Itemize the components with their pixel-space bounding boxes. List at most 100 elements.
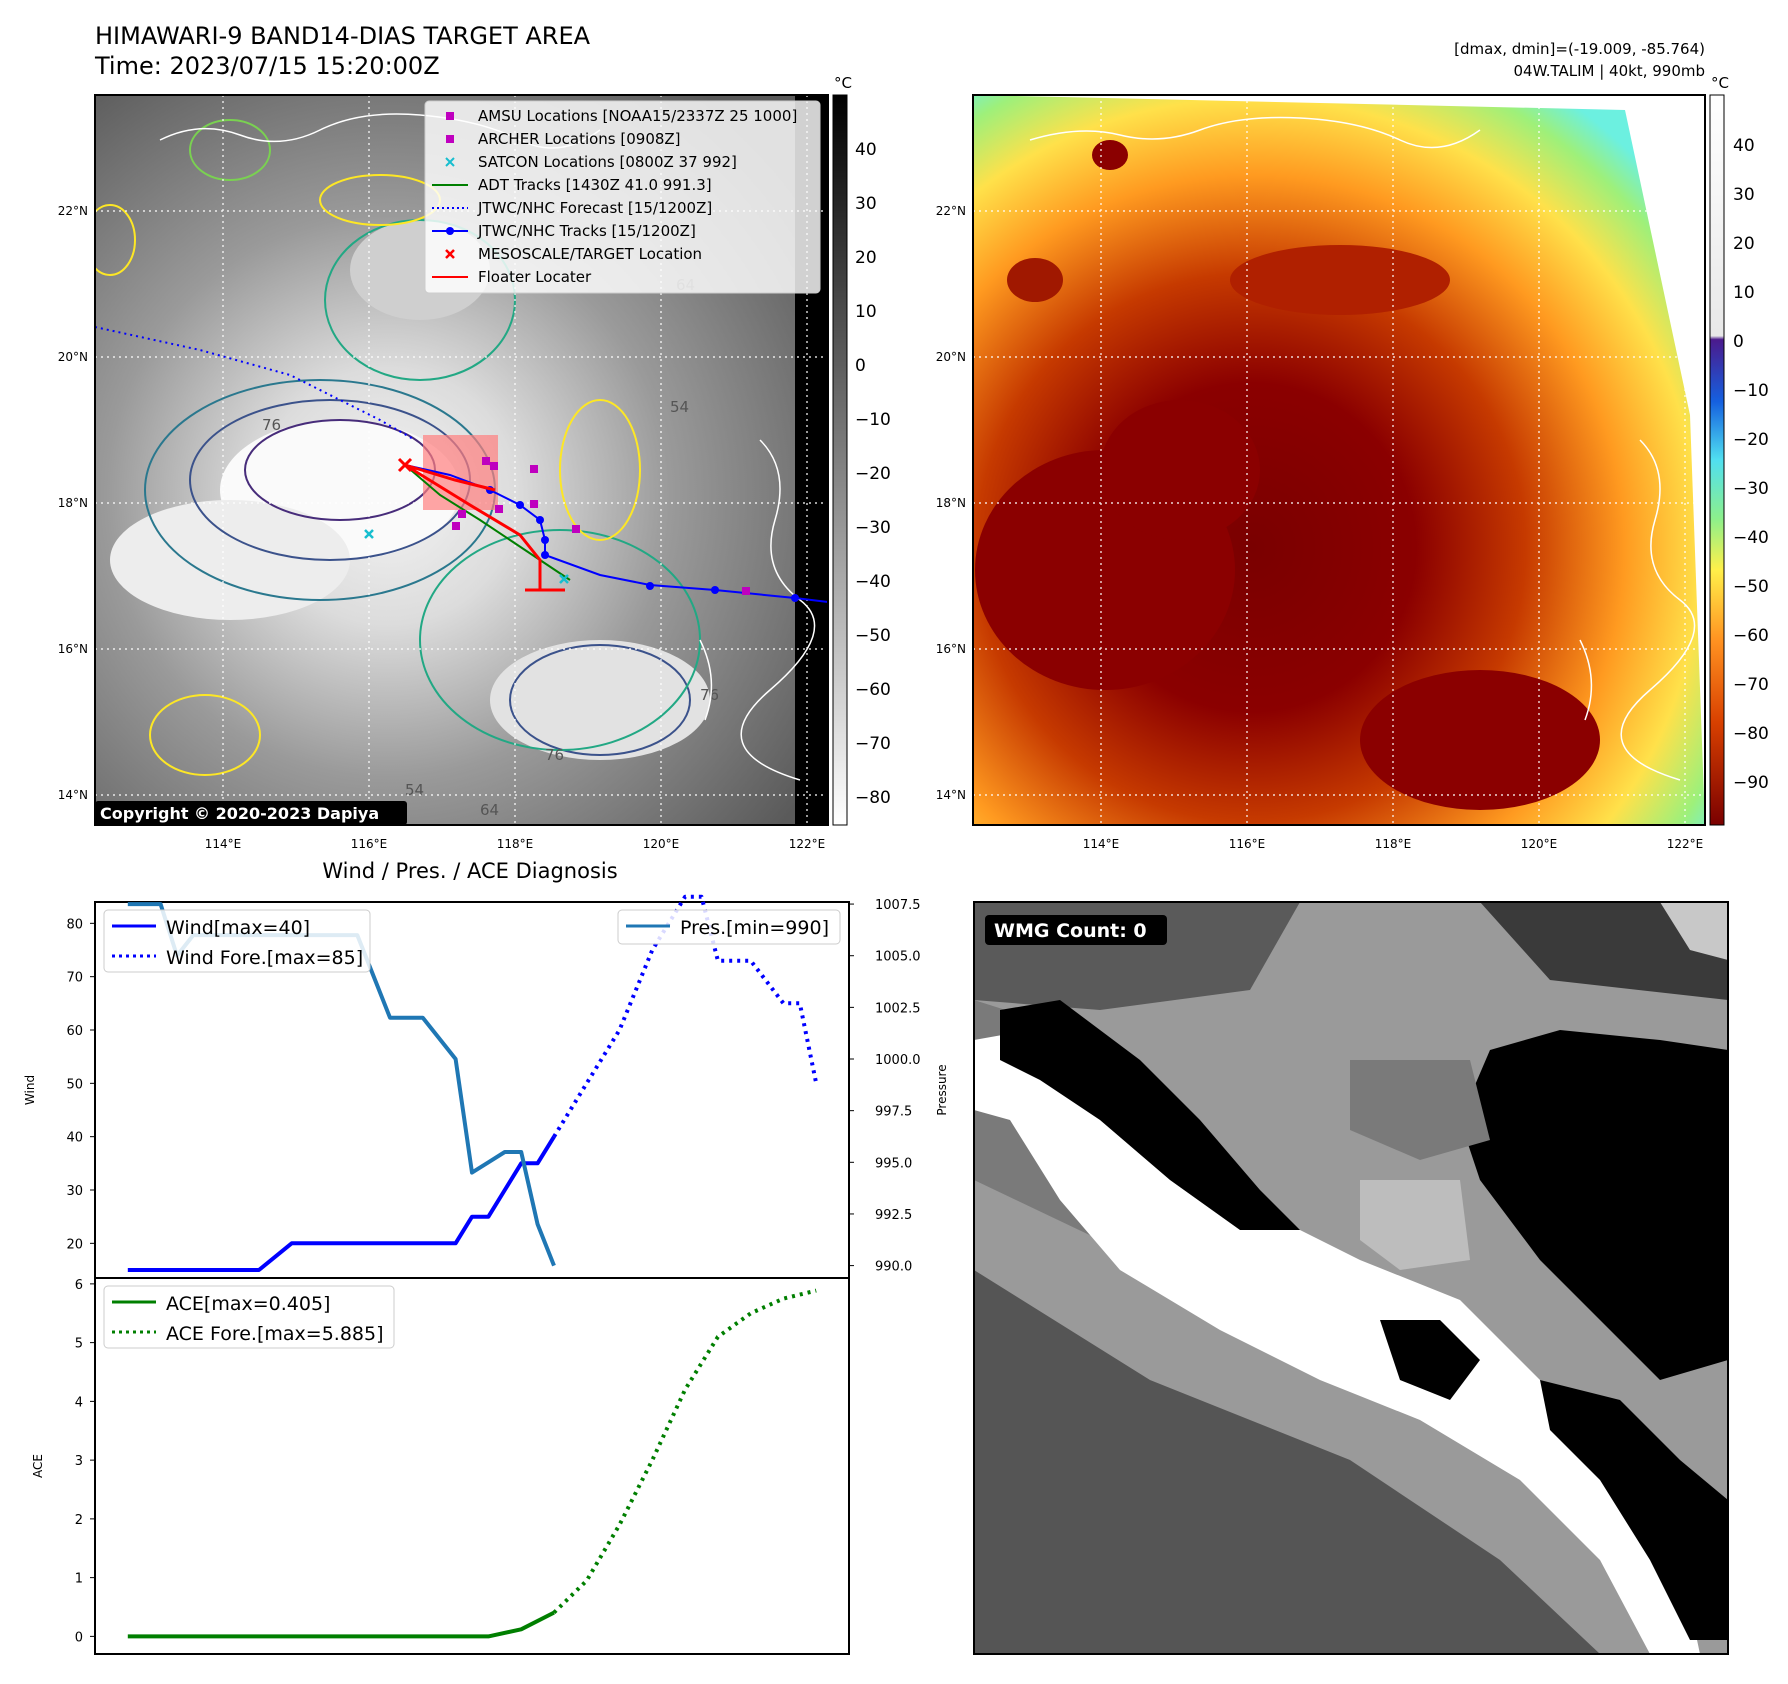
legend-satcon: SATCON Locations [0800Z 37 992] <box>478 153 737 171</box>
lon-tick: 114°E <box>205 837 242 851</box>
ace-y-ticks: 0 1 2 3 4 5 6 <box>75 1278 95 1645</box>
legend-archer: ARCHER Locations [0908Z] <box>478 130 681 148</box>
svg-text:−90: −90 <box>1733 773 1769 793</box>
figure-time: Time: 2023/07/15 15:20:00Z <box>94 52 440 80</box>
svg-text:−30: −30 <box>1733 479 1769 499</box>
pressure-legend: Pres.[min=990] <box>617 909 841 945</box>
wmg-panel <box>974 902 1728 1654</box>
lat-tick: 14°N <box>936 788 966 802</box>
legend-ace: ACE[max=0.405] <box>166 1293 330 1315</box>
svg-text:−50: −50 <box>855 626 891 646</box>
wind-y-tick-label: 80 <box>66 917 83 932</box>
svg-text:−70: −70 <box>855 734 891 754</box>
lat-tick: 22°N <box>58 204 88 218</box>
svg-text:−30: −30 <box>855 518 891 538</box>
wind-y-ticks: 20 30 40 50 60 70 80 <box>66 917 95 1252</box>
svg-text:−60: −60 <box>1733 626 1769 646</box>
pressure-y-tick-label: 997.5 <box>875 1105 912 1120</box>
legend-wind-fore: Wind Fore.[max=85] <box>166 947 363 969</box>
svg-text:30: 30 <box>855 194 877 214</box>
lon-tick: 120°E <box>643 837 680 851</box>
lat-tick: 18°N <box>936 496 966 510</box>
series-line-wind-forecast <box>552 894 819 1138</box>
svg-text:−70: −70 <box>1733 675 1769 695</box>
pressure-y-tick-label: 1005.0 <box>875 950 921 965</box>
ace-y-tick-label: 1 <box>75 1572 83 1587</box>
enhanced-ir-map-right <box>973 95 1705 825</box>
lat-tick: 16°N <box>936 642 966 656</box>
legend-adt: ADT Tracks [1430Z 41.0 991.3] <box>478 176 712 194</box>
wind-y-tick-label: 20 <box>66 1237 83 1252</box>
ace-y-tick-label: 4 <box>75 1395 83 1410</box>
svg-text:−10: −10 <box>1733 381 1769 401</box>
ace-y-tick-label: 2 <box>75 1513 83 1528</box>
svg-text:−80: −80 <box>1733 724 1769 744</box>
colorbar-left-ticks: 40 30 20 10 0 −10 −20 −30 −40 −50 −60 −7… <box>855 140 891 808</box>
legend-pressure: Pres.[min=990] <box>680 917 829 939</box>
lon-tick: 122°E <box>789 837 826 851</box>
wind-legend: Wind[max=40] Wind Fore.[max=85] <box>103 909 371 973</box>
svg-text:−40: −40 <box>855 572 891 592</box>
pressure-y-tick-label: 992.5 <box>875 1208 912 1223</box>
copyright: Copyright © 2020-2023 Dapiya <box>100 804 379 823</box>
svg-text:−10: −10 <box>855 410 891 430</box>
series-line-wind <box>127 1135 556 1272</box>
lat-tick: 16°N <box>58 642 88 656</box>
pressure-y-tick-label: 1000.0 <box>875 1053 921 1068</box>
pressure-y-tick-label: 1002.5 <box>875 1001 921 1016</box>
lon-tick: 118°E <box>497 837 534 851</box>
legend-target: MESOSCALE/TARGET Location <box>478 245 702 263</box>
legend-jtwc-forecast: JTWC/NHC Forecast [15/1200Z] <box>477 199 712 217</box>
ace-y-tick-label: 3 <box>75 1454 83 1469</box>
map-right-frame <box>972 94 1706 826</box>
svg-text:10: 10 <box>1733 283 1755 303</box>
legend-jtwc-tracks: JTWC/NHC Tracks [15/1200Z] <box>477 222 696 240</box>
map-left-frame <box>94 94 829 826</box>
svg-text:−20: −20 <box>1733 430 1769 450</box>
wind-y-tick-label: 50 <box>66 1077 83 1092</box>
ace-series <box>127 1288 817 1639</box>
svg-text:10: 10 <box>855 302 877 322</box>
svg-text:30: 30 <box>1733 185 1755 205</box>
contour-label: 76 <box>262 416 281 434</box>
ace-y-tick-label: 5 <box>75 1337 83 1352</box>
ace-y-tick-label: 0 <box>75 1630 83 1645</box>
ace-y-tick-label: 6 <box>75 1278 83 1293</box>
svg-text:−20: −20 <box>855 464 891 484</box>
svg-text:−80: −80 <box>855 788 891 808</box>
wind-y-tick-label: 60 <box>66 1024 83 1039</box>
colorbar-right-ticks: 40 30 20 10 0 −10 −20 −30 −40 −50 −60 −7… <box>1733 136 1769 793</box>
wmg-frame <box>973 901 1729 1655</box>
svg-text:−40: −40 <box>1733 528 1769 548</box>
diagnosis-title: Wind / Pres. / ACE Diagnosis <box>322 859 617 883</box>
storm-label: 04W.TALIM | 40kt, 990mb <box>1514 62 1706 80</box>
colorbar-right <box>1709 94 1725 826</box>
lat-tick: 20°N <box>936 350 966 364</box>
figure-title: HIMAWARI-9 BAND14-DIAS TARGET AREA <box>95 22 591 50</box>
ace-legend: ACE[max=0.405] ACE Fore.[max=5.885] <box>103 1285 395 1349</box>
lon-tick: 118°E <box>1375 837 1412 851</box>
pressure-y-ticks: 990.0 992.5 995.0 997.5 1000.0 1002.5 1005.0 10… <box>849 898 921 1275</box>
svg-text:0: 0 <box>855 356 866 376</box>
colorbar-unit: °C <box>834 74 852 92</box>
pressure-y-tick-label: 995.0 <box>875 1156 912 1171</box>
ace-axis-label: ACE <box>31 1454 45 1478</box>
svg-text:40: 40 <box>855 140 877 160</box>
colorbar-unit: °C <box>1711 74 1729 92</box>
wmg-count: WMG Count: 0 <box>994 920 1147 942</box>
lat-tick: 14°N <box>58 788 88 802</box>
map-legend: AMSU Locations [NOAA15/2337Z 25 1000] AR… <box>424 100 821 294</box>
wind-y-tick-label: 70 <box>66 971 83 986</box>
pressure-axis-label: Pressure <box>935 1064 949 1115</box>
svg-text:20: 20 <box>1733 234 1755 254</box>
lon-tick: 116°E <box>351 837 388 851</box>
svg-text:20: 20 <box>855 248 877 268</box>
pressure-y-tick-label: 1007.5 <box>875 898 921 913</box>
legend-amsu: AMSU Locations [NOAA15/2337Z 25 1000] <box>478 107 797 125</box>
lon-tick: 120°E <box>1521 837 1558 851</box>
contour-label: 54 <box>670 398 689 416</box>
contour-label: 64 <box>480 801 499 819</box>
lat-tick: 20°N <box>58 350 88 364</box>
svg-text:40: 40 <box>1733 136 1755 156</box>
series-line-ace <box>127 1610 555 1639</box>
